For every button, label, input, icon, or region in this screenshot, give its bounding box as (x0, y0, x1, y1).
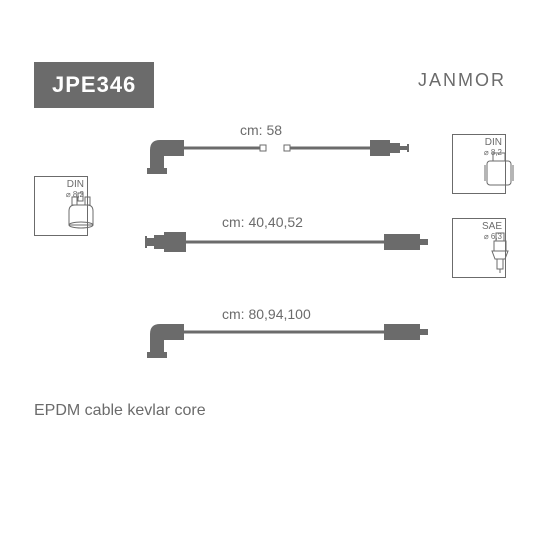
cable-diagram (0, 0, 540, 540)
